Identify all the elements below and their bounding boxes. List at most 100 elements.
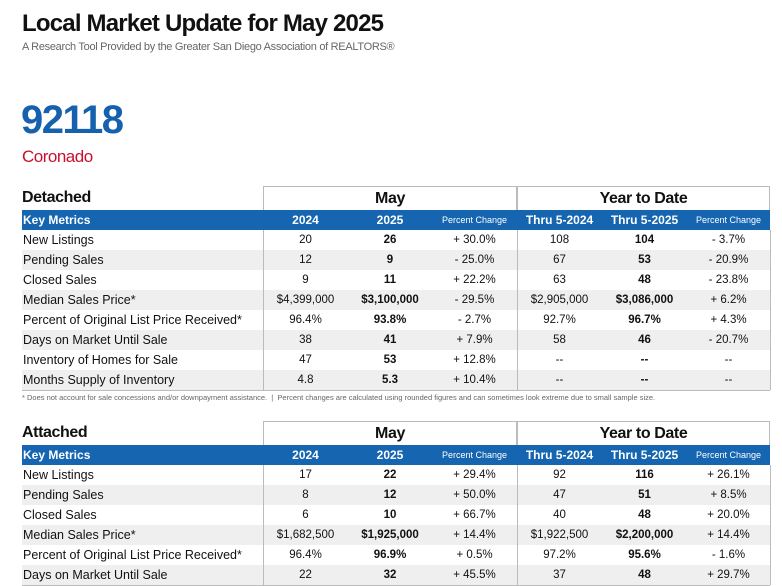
metric-value: 116: [635, 469, 654, 481]
metric-value: + 0.5%: [456, 549, 493, 561]
column-header: Percent Change: [441, 450, 508, 460]
metric-value: 8: [302, 489, 309, 501]
metric-value: 48: [638, 569, 651, 581]
metric-value: 92: [553, 469, 566, 481]
metric-value: + 66.7%: [453, 509, 496, 521]
column-header: 2025: [376, 448, 404, 462]
metric-value: - 2.7%: [457, 314, 492, 326]
metric-value: 22: [299, 569, 312, 581]
metric-value: 17: [299, 469, 312, 481]
metric-value: 4.8: [297, 374, 314, 386]
metric-value: 96.7%: [628, 314, 661, 326]
metric-value: - 1.6%: [711, 549, 746, 561]
column-divider: [263, 230, 264, 390]
metric-value: - 20.7%: [708, 334, 749, 346]
metric-value: + 22.2%: [453, 274, 496, 286]
metric-name: Days on Market Until Sale: [23, 568, 168, 582]
metric-value: $1,922,500: [530, 529, 589, 541]
metric-value: 96.4%: [289, 314, 322, 326]
metric-value: 47: [299, 354, 312, 366]
metric-value: $2,200,000: [615, 529, 674, 541]
metric-value: + 6.2%: [710, 294, 747, 306]
metric-name: New Listings: [23, 468, 94, 482]
metric-value: --: [724, 374, 733, 386]
metric-value: - 25.0%: [454, 254, 495, 266]
metric-value: 96.9%: [373, 549, 407, 561]
metric-value: $1,682,500: [276, 529, 335, 541]
metric-value: + 29.4%: [453, 469, 496, 481]
section-label: Detached: [22, 189, 91, 206]
metric-value: + 20.0%: [707, 509, 750, 521]
metric-value: + 26.1%: [707, 469, 750, 481]
header-row: [22, 210, 770, 230]
metric-value: + 45.5%: [453, 569, 496, 581]
metric-value: --: [555, 374, 564, 386]
column-header: Thru 5-2025: [610, 448, 679, 462]
metric-value: 38: [299, 334, 312, 346]
metric-value: + 50.0%: [453, 489, 496, 501]
metric-value: 9: [302, 274, 309, 286]
metric-value: + 30.0%: [453, 234, 496, 246]
column-header: 2024: [292, 448, 319, 462]
metric-value: 12: [383, 489, 397, 501]
metric-value: 26: [383, 234, 397, 246]
area-name: Coronado: [22, 147, 93, 166]
metric-value: 48: [638, 509, 651, 521]
row-shade: [22, 290, 770, 310]
column-header: 2024: [292, 213, 319, 227]
metric-value: 104: [634, 234, 655, 246]
metric-value: 95.6%: [628, 549, 661, 561]
column-header: Percent Change: [441, 215, 508, 225]
metric-value: - 20.9%: [708, 254, 749, 266]
metric-value: 96.4%: [289, 549, 322, 561]
metric-name: Pending Sales: [23, 488, 104, 502]
metric-value: $2,905,000: [530, 294, 589, 306]
metric-value: + 10.4%: [453, 374, 496, 386]
row-shade: [22, 250, 770, 270]
metric-value: 11: [383, 274, 397, 286]
metric-value: 32: [383, 569, 397, 581]
metric-value: 46: [638, 334, 651, 346]
metric-value: 47: [553, 489, 566, 501]
row-shade: [22, 525, 770, 545]
header-row: [22, 445, 770, 465]
metric-value: - 29.5%: [454, 294, 495, 306]
metric-value: --: [640, 374, 649, 386]
metric-value: + 8.5%: [710, 489, 747, 501]
column-header: Key Metrics: [23, 213, 91, 227]
metric-value: 92.7%: [543, 314, 576, 326]
metric-value: 6: [302, 509, 309, 521]
group-header: Year to Date: [517, 421, 770, 445]
metric-value: --: [724, 354, 733, 366]
metric-name: New Listings: [23, 233, 94, 247]
metric-name: Months Supply of Inventory: [23, 373, 175, 387]
metric-value: + 14.4%: [707, 529, 750, 541]
metric-value: 20: [299, 234, 312, 246]
metric-value: $3,100,000: [361, 294, 419, 306]
column-divider: [770, 230, 771, 390]
metric-value: 12: [299, 254, 312, 266]
metric-value: 48: [638, 274, 651, 286]
metric-value: 108: [549, 234, 570, 246]
row-shade: [22, 330, 770, 350]
column-header: 2025: [376, 213, 404, 227]
metric-name: Pending Sales: [23, 253, 104, 267]
metric-name: Median Sales Price*: [23, 293, 136, 307]
metric-value: 53: [638, 254, 651, 266]
metric-value: 5.3: [382, 374, 398, 386]
metric-name: Inventory of Homes for Sale: [23, 353, 178, 367]
metric-name: Closed Sales: [23, 508, 97, 522]
column-header: Percent Change: [695, 450, 762, 460]
metric-value: + 14.4%: [453, 529, 496, 541]
metric-name: Percent of Original List Price Received*: [23, 548, 242, 562]
zip-code: 92118: [21, 98, 124, 142]
metric-value: + 29.7%: [707, 569, 750, 581]
metric-value: + 12.8%: [453, 354, 496, 366]
metric-value: - 3.7%: [711, 234, 746, 246]
group-header: May: [263, 186, 517, 210]
metric-name: Percent of Original List Price Received*: [23, 313, 242, 327]
metric-value: 37: [553, 569, 566, 581]
group-header: Year to Date: [517, 186, 770, 210]
column-header: Percent Change: [695, 215, 762, 225]
metric-value: 41: [383, 334, 397, 346]
